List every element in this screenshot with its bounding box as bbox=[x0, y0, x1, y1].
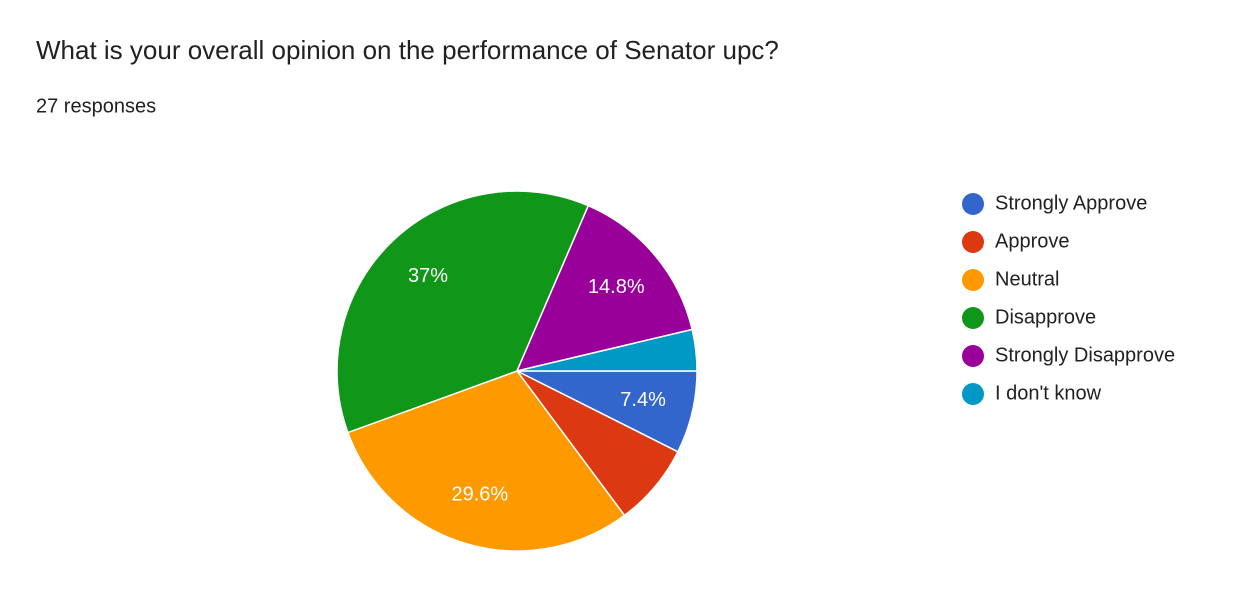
pie-slice bbox=[336, 190, 590, 434]
pie-slice bbox=[515, 204, 694, 373]
chart-title: What is your overall opinion on the perf… bbox=[36, 35, 779, 65]
legend-swatch bbox=[962, 193, 984, 215]
slice-label: 7.4% bbox=[620, 389, 666, 411]
slice-label: 29.6% bbox=[451, 483, 508, 505]
legend-label: Approve bbox=[995, 230, 1070, 252]
legend-label: Strongly Disapprove bbox=[995, 344, 1175, 366]
chart-subtitle: 27 responses bbox=[36, 95, 156, 117]
legend-label: I don't know bbox=[995, 382, 1102, 404]
legend-swatch bbox=[962, 345, 984, 367]
pie-slice bbox=[346, 370, 626, 552]
slice-label: 14.8% bbox=[588, 276, 645, 298]
legend-swatch bbox=[962, 269, 984, 291]
slice-label: 37% bbox=[408, 265, 448, 287]
legend-swatch bbox=[962, 383, 984, 405]
pie-slice bbox=[516, 328, 698, 372]
legend-label: Neutral bbox=[995, 268, 1059, 290]
legend-label: Disapprove bbox=[995, 306, 1096, 328]
legend-swatch bbox=[962, 231, 984, 253]
legend-swatch bbox=[962, 307, 984, 329]
legend-label: Strongly Approve bbox=[995, 192, 1147, 214]
